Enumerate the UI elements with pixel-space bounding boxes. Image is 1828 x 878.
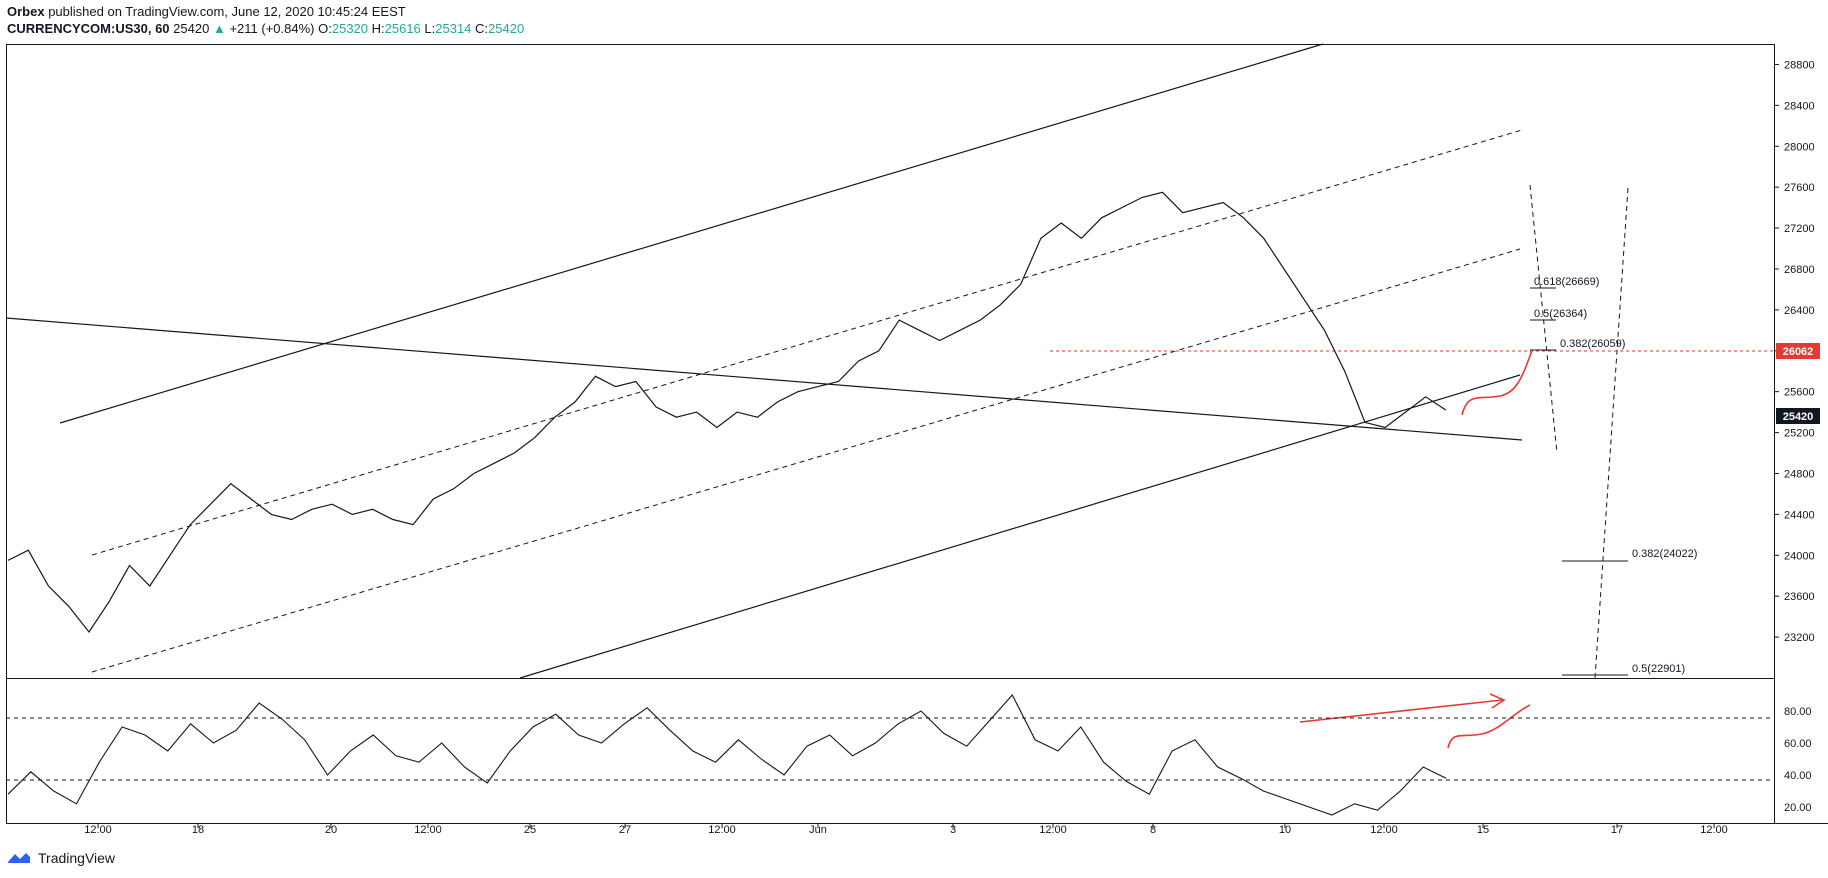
open-value: 25320 [331,21,369,36]
price-tick-label: 28400 [1784,100,1815,112]
high-label: H: [371,21,385,36]
drawing-tools[interactable] [5,43,1629,679]
footer-brand[interactable]: TradingView [38,850,116,866]
price-tick-label: 25600 [1784,387,1815,399]
chart-header: Orbex published on TradingView.com, June… [7,3,524,37]
price-tick-label: 27200 [1784,223,1815,235]
fib-label-0382-upper: 0.382(26059) [1560,338,1625,350]
oscillator-divergence-arrow [1299,699,1503,723]
change-value: +211 (+0.84%) [229,21,315,36]
time-tick-label: 12:00 [1700,824,1728,836]
footer[interactable]: TradingView [6,850,115,866]
price-badge-red: 26062 [1776,343,1820,359]
price-axis[interactable]: 2880028400280002760027200268002640026000… [1774,59,1815,644]
price-tick-label: 26400 [1784,305,1815,317]
price-tick-label: 28000 [1784,141,1815,153]
fib-label-05: 0.5(26364) [1534,308,1587,320]
last-price: 25420 [173,21,210,36]
time-tick-label: 25 [524,824,536,836]
time-tick-label: 15 [1477,824,1489,836]
author-name[interactable]: Orbex [7,4,45,19]
price-projection-curve [1461,349,1533,416]
up-triangle-icon: ▲ [212,21,226,36]
time-tick-label: Jun [809,824,827,836]
time-tick-label: 27 [619,824,631,836]
oscillator-axis[interactable]: 80.00 60.00 40.00 20.00 [1784,706,1812,814]
lower-channel-line [519,374,1521,679]
price-badge-red-text: 26062 [1783,346,1814,358]
ohlc-line: CURRENCYCOM:US30, 60 25420 ▲ +211 (+0.84… [7,20,524,37]
price-badge-last: 25420 [1776,408,1820,424]
price-tick-label: 28800 [1784,59,1815,71]
price-tick-label: 26800 [1784,264,1815,276]
upper-channel-line [59,43,1324,424]
oscillator-series-line[interactable] [7,694,1447,816]
dashed-channel-upper [91,129,1523,556]
time-tick-label: 12:00 [1039,824,1067,836]
publish-line: Orbex published on TradingView.com, June… [7,3,524,20]
time-tick-label: 12:00 [708,824,736,836]
high-value: 25616 [384,21,421,36]
oscillator-arrowhead [1489,693,1506,709]
time-tick-label: 12:00 [84,824,112,836]
published-text: published on TradingView.com, June 12, 2… [48,4,406,19]
time-tick-label: 10 [1279,824,1291,836]
price-series-line[interactable] [7,191,1447,634]
price-tick-label: 25200 [1784,428,1815,440]
fib-dashed-right [1594,187,1629,679]
price-tick-label: 23600 [1784,591,1815,603]
time-tick-label: 18 [192,824,204,836]
symbol-label[interactable]: CURRENCYCOM:US30, 60 [7,21,170,36]
time-tick-label: 3 [950,824,956,836]
oscillator-tick-label: 80.00 [1784,706,1812,718]
time-tick-label: 8 [1150,824,1156,836]
low-value: 25314 [435,21,472,36]
fib-label-05-lower: 0.5(22901) [1632,663,1685,675]
close-value: 25420 [488,21,525,36]
low-label: L: [424,21,436,36]
oscillator-tick-label: 20.00 [1784,802,1812,814]
time-axis[interactable]: 12:00 18 20 12:00 25 27 12:00 Jun 3 12:00 8 10 12:00… [84,823,1728,836]
dashed-channel-lower [91,248,1521,673]
oscillator-tick-label: 60.00 [1784,738,1812,750]
oscillator-projection-curve [1447,704,1531,749]
time-tick-label: 12:00 [414,824,442,836]
tradingview-logo-icon [8,853,30,863]
open-label: O: [318,21,332,36]
price-tick-label: 24800 [1784,468,1815,480]
price-tick-label: 24400 [1784,509,1815,521]
main-pane-frame [6,44,1775,679]
fib-label-0382-lower: 0.382(24022) [1632,548,1697,560]
time-tick-label: 17 [1611,824,1623,836]
price-badge-last-text: 25420 [1783,411,1814,423]
oscillator-tick-label: 40.00 [1784,770,1812,782]
time-tick-label: 20 [325,824,337,836]
projection-markers[interactable] [1299,349,1533,749]
fib-label-0618: 0.618(26669) [1534,276,1599,288]
price-tick-label: 23200 [1784,632,1815,644]
close-label: C: [475,21,489,36]
price-tick-label: 27600 [1784,182,1815,194]
descending-trendline [5,317,1523,441]
price-tick-label: 24000 [1784,550,1815,562]
oscillator-pane-frame [6,678,1775,824]
time-tick-label: 12:00 [1370,824,1398,836]
